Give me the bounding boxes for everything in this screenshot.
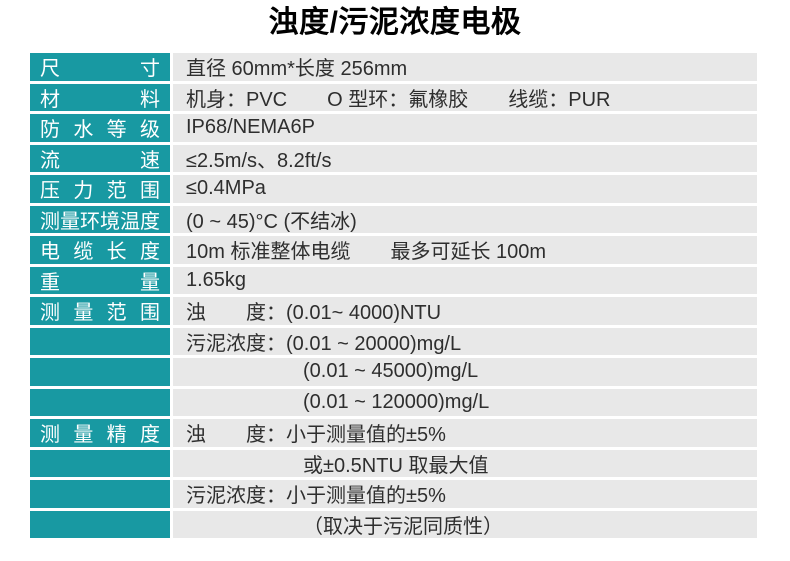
row-material: 材料 机身：PVC O 型环：氟橡胶 线缆：PUR <box>30 83 757 111</box>
row-flow-rate: 流速 ≤2.5m/s、8.2ft/s <box>30 144 757 172</box>
spec-label: 尺寸 <box>30 53 170 81</box>
spec-value: （取决于污泥同质性） <box>173 510 757 538</box>
spec-label: 重量 <box>30 266 170 294</box>
spec-value: 10m 标准整体电缆 最多可延长 100m <box>173 236 757 264</box>
row-measure-range-turbidity: 测量范围 浊 度：(0.01~ 4000)NTU <box>30 297 757 325</box>
row-accuracy-turbidity-note: 或±0.5NTU 取最大值 <box>30 449 757 477</box>
row-ambient-temperature: 测量环境温度 (0 ~ 45)°C (不结冰) <box>30 205 757 233</box>
spec-label <box>30 388 170 416</box>
spec-label: 流速 <box>30 144 170 172</box>
row-measure-range-sludge-1: 污泥浓度：(0.01 ~ 20000)mg/L <box>30 327 757 355</box>
spec-value: (0.01 ~ 120000)mg/L <box>173 388 757 416</box>
spec-table: 尺寸 直径 60mm*长度 256mm 材料 机身：PVC O 型环：氟橡胶 线… <box>30 53 757 538</box>
spec-label: 测量精度 <box>30 419 170 447</box>
spec-label: 材料 <box>30 83 170 111</box>
row-dimensions: 尺寸 直径 60mm*长度 256mm <box>30 53 757 81</box>
row-waterproof-rating: 防水等级 IP68/NEMA6P <box>30 114 757 142</box>
spec-value: 1.65kg <box>173 266 757 294</box>
row-cable-length: 电缆长度 10m 标准整体电缆 最多可延长 100m <box>30 236 757 264</box>
row-weight: 重量 1.65kg <box>30 266 757 294</box>
spec-value: 污泥浓度：小于测量值的±5% <box>173 480 757 508</box>
spec-value: 浊 度：小于测量值的±5% <box>173 419 757 447</box>
spec-value: IP68/NEMA6P <box>173 114 757 142</box>
spec-label: 压力范围 <box>30 175 170 203</box>
spec-label <box>30 480 170 508</box>
spec-value: (0 ~ 45)°C (不结冰) <box>173 205 757 233</box>
spec-value: 机身：PVC O 型环：氟橡胶 线缆：PUR <box>173 83 757 111</box>
spec-value: ≤0.4MPa <box>173 175 757 203</box>
spec-label: 测量范围 <box>30 297 170 325</box>
row-measure-range-sludge-3: (0.01 ~ 120000)mg/L <box>30 388 757 416</box>
spec-value: 浊 度：(0.01~ 4000)NTU <box>173 297 757 325</box>
spec-label: 测量环境温度 <box>30 205 170 233</box>
row-accuracy-sludge-note: （取决于污泥同质性） <box>30 510 757 538</box>
row-accuracy-sludge: 污泥浓度：小于测量值的±5% <box>30 480 757 508</box>
spec-label: 防水等级 <box>30 114 170 142</box>
page-title: 浊度/污泥浓度电极 <box>268 6 522 39</box>
spec-label: 电缆长度 <box>30 236 170 264</box>
spec-value: 直径 60mm*长度 256mm <box>173 53 757 81</box>
row-pressure-range: 压力范围 ≤0.4MPa <box>30 175 757 203</box>
spec-value: ≤2.5m/s、8.2ft/s <box>173 144 757 172</box>
row-measure-range-sludge-2: (0.01 ~ 45000)mg/L <box>30 358 757 386</box>
spec-label <box>30 327 170 355</box>
spec-value: (0.01 ~ 45000)mg/L <box>173 358 757 386</box>
spec-value: 或±0.5NTU 取最大值 <box>173 449 757 477</box>
spec-label <box>30 510 170 538</box>
spec-label <box>30 358 170 386</box>
spec-value: 污泥浓度：(0.01 ~ 20000)mg/L <box>173 327 757 355</box>
row-accuracy-turbidity: 测量精度 浊 度：小于测量值的±5% <box>30 419 757 447</box>
spec-label <box>30 449 170 477</box>
